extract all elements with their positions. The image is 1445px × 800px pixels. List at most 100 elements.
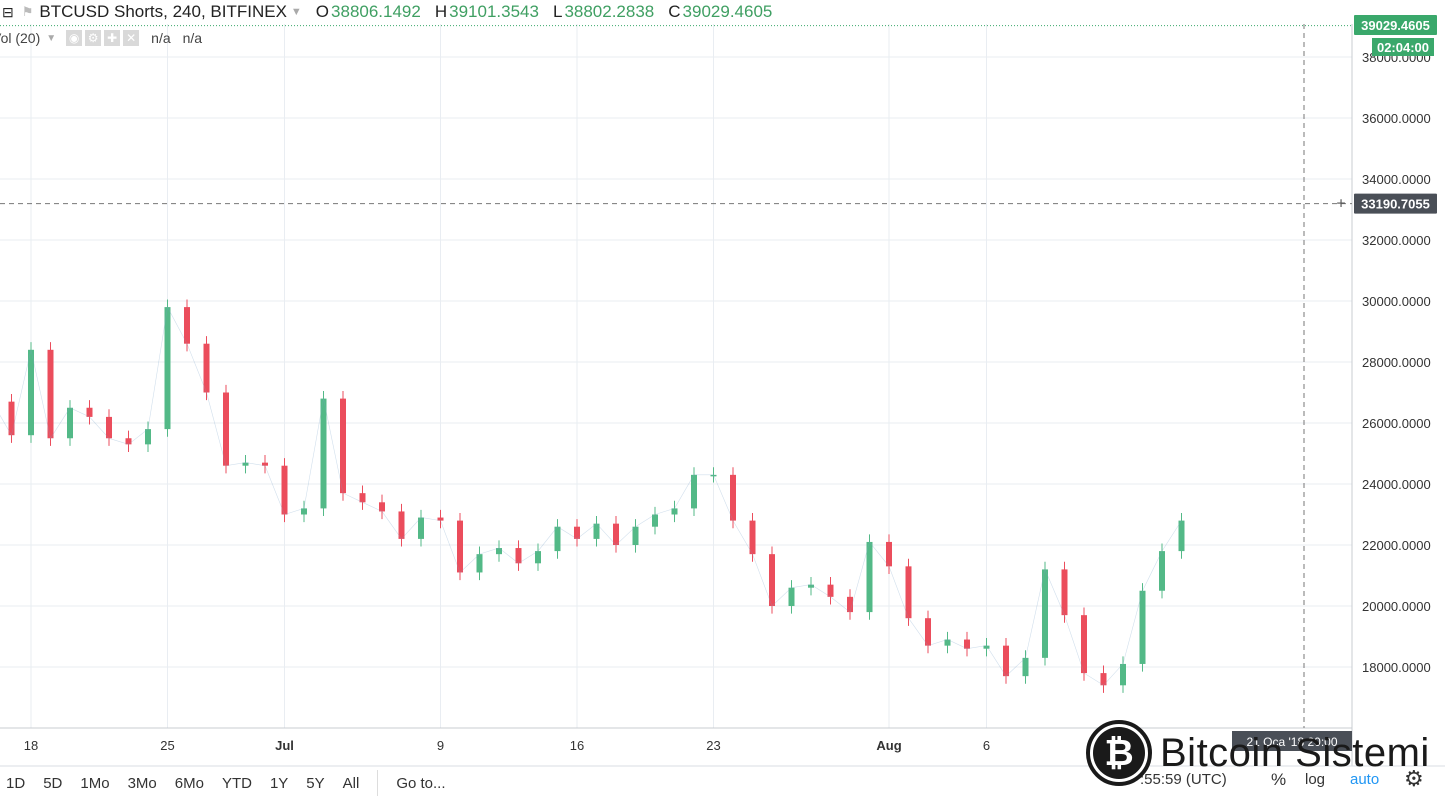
candle-body (47, 349, 54, 439)
candle-body (925, 618, 931, 646)
candle-body (496, 548, 502, 555)
candle-body (67, 407, 73, 439)
candle-body (125, 438, 132, 445)
candle-body (847, 596, 853, 613)
percent-toggle[interactable]: % (1271, 770, 1287, 789)
candle-body (944, 639, 951, 646)
range-ytd[interactable]: YTD (221, 774, 252, 792)
candle-body (1178, 520, 1185, 552)
x-tick-label: 25 (160, 738, 174, 753)
candle-body (184, 307, 190, 344)
range-all[interactable]: All (342, 774, 360, 792)
range-1mo[interactable]: 1Mo (80, 774, 110, 792)
candle-body (223, 392, 229, 466)
collapse-icon[interactable]: ⊟ (2, 3, 14, 20)
candle-body (827, 584, 834, 597)
more-icon[interactable]: ✚ (104, 30, 121, 46)
x-tick-label: Aug (876, 738, 901, 753)
indicator-value-2: n/a (182, 30, 203, 46)
chevron-down-icon[interactable]: ▼ (290, 6, 302, 18)
candle-body (554, 526, 561, 552)
range-3mo[interactable]: 3Mo (127, 774, 157, 792)
watermark-text: Bitcoin Sistemi (1160, 730, 1430, 775)
candle-body (398, 511, 405, 539)
close-value: 39029.4605 (682, 2, 773, 21)
candle-body (769, 554, 775, 606)
candle-body (86, 407, 93, 417)
crosshair-price-tag: 33190.7055 (1361, 197, 1430, 212)
close-line (0, 306, 1182, 686)
x-tick-label: 6 (983, 738, 990, 753)
x-tick-label: 9 (437, 738, 444, 753)
countdown-tag-bg (1372, 38, 1434, 56)
candle-body (379, 502, 385, 512)
candle-body (613, 523, 619, 545)
candle-body (320, 398, 327, 509)
low-value: 38802.2838 (564, 2, 655, 21)
time-tag-bg (1232, 731, 1352, 751)
candle-body (535, 551, 541, 564)
candle-body (593, 523, 600, 539)
candle-body (145, 429, 151, 445)
candle-body (1042, 569, 1048, 658)
candle-body (749, 520, 756, 555)
candle-body (886, 541, 892, 567)
candle-body (808, 584, 814, 588)
close-icon[interactable]: ✕ (123, 30, 140, 46)
range-6mo[interactable]: 6Mo (174, 774, 204, 792)
symbol-title[interactable]: BTCUSD Shorts, 240, BITFINEX (39, 2, 287, 21)
candle-body (652, 514, 658, 527)
range-1d[interactable]: 1D (6, 774, 26, 792)
candle-body (710, 474, 717, 477)
chart-header: ⊟ ⚑ BTCUSD Shorts, 240, BITFINEX ▼ O 3880… (0, 0, 772, 24)
indicator-label[interactable]: Vol (20) (0, 30, 41, 46)
candle-body (203, 343, 210, 393)
utc-clock[interactable]: :55:59 (UTC) (1140, 771, 1227, 788)
watermark-logo: ₿ Bitcoin Sistemi (1086, 716, 1430, 790)
countdown-tag: 02:04:00 (1377, 40, 1429, 55)
candle-body (983, 645, 990, 649)
last-price-tag: 39029.4605 (1361, 18, 1430, 33)
range-5y[interactable]: 5Y (306, 774, 325, 792)
range-1y[interactable]: 1Y (269, 774, 289, 792)
candle-body (418, 517, 424, 539)
indicator-value-1: n/a (151, 30, 171, 46)
y-tick-label: 20000.0000 (1362, 599, 1431, 614)
open-value: 38806.1492 (331, 2, 421, 21)
candle-body (1100, 673, 1107, 686)
y-tick-label: 24000.0000 (1362, 477, 1431, 492)
close-key: C (668, 2, 681, 21)
candle-body (691, 474, 697, 509)
high-key: H (434, 2, 448, 21)
y-tick-label: 26000.0000 (1362, 416, 1431, 431)
candle-body (964, 639, 970, 649)
y-tick-label: 30000.0000 (1362, 294, 1431, 309)
candle-body (164, 307, 171, 430)
y-tick-label: 36000.0000 (1362, 111, 1431, 126)
range-5d[interactable]: 5D (43, 774, 63, 792)
eye-icon[interactable]: ◉ (66, 30, 83, 46)
crosshair-price-tag-bg (1354, 193, 1437, 214)
candle-body (1081, 615, 1087, 674)
gear-icon[interactable]: ⚙ (1404, 766, 1424, 791)
settings-icon[interactable]: ⚙ (85, 30, 102, 46)
goto-button[interactable]: Go to... (396, 774, 446, 792)
auto-toggle[interactable]: auto (1350, 771, 1380, 788)
candle-body (515, 548, 522, 564)
candle-body (632, 526, 639, 545)
candle-body (1061, 569, 1068, 616)
candle-body (1120, 663, 1126, 686)
x-tick-label: Jul (275, 738, 294, 753)
x-tick-label: 23 (706, 738, 720, 753)
log-toggle[interactable]: log (1305, 771, 1326, 788)
candle-body (301, 508, 307, 515)
volume-indicator: Vol (20) ▼ ◉ ⚙ ✚ ✕ n/a n/a (0, 28, 202, 48)
high-value: 39101.3543 (449, 2, 539, 21)
bitcoin-coin-icon: ₿ (1086, 720, 1152, 786)
chevron-down-icon[interactable]: ▼ (46, 32, 57, 44)
flag-icon[interactable]: ⚑ (21, 4, 34, 19)
x-tick-label: 18 (24, 738, 38, 753)
candle-body (281, 465, 288, 515)
low-key: L (552, 2, 563, 21)
